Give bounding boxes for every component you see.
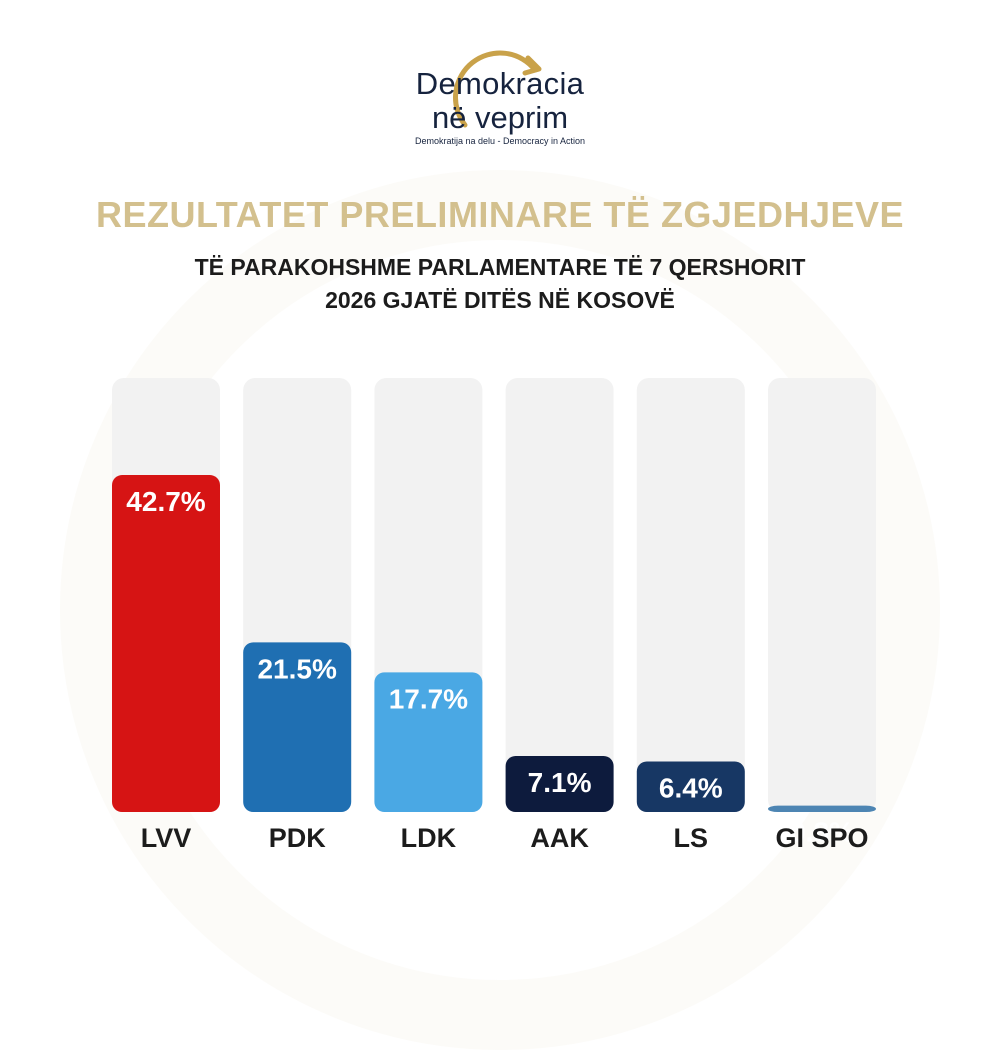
logo-text-line2: në veprim xyxy=(431,100,569,135)
bar-lvv xyxy=(112,475,220,812)
value-label-pdk: 21.5% xyxy=(257,653,336,684)
value-label-ldk: 17.7% xyxy=(389,683,468,714)
logo: Demokracia në veprim Demokratija na delu… xyxy=(0,40,1000,150)
value-label-ls: 6.4% xyxy=(659,772,723,803)
chart-subtitle-line2: 2026 GJATË DITËS NË KOSOVË xyxy=(325,287,675,313)
logo-tagline: Demokratija na delu - Democracy in Actio… xyxy=(414,136,586,146)
bar-track-aak xyxy=(505,378,614,812)
chart-subtitle-line1: TË PARAKOHSHME PARLAMENTARE TË 7 QERSHOR… xyxy=(194,254,806,280)
value-label-lvv: 42.7% xyxy=(126,486,205,517)
category-label-ldk: LDK xyxy=(401,823,457,853)
bar-aak xyxy=(505,755,614,812)
value-label-aak: 7.1% xyxy=(528,767,592,798)
bar-gi-spo xyxy=(768,805,876,812)
category-label-lvv: LVV xyxy=(141,823,192,853)
category-label-aak: AAK xyxy=(530,823,589,853)
category-label-gi-spo: GI SPO xyxy=(775,823,868,853)
chart-title: REZULTATET PRELIMINARE TË ZGJEDHJEVE xyxy=(95,194,905,235)
bar-track-ls xyxy=(636,378,745,812)
logo-swirl-icon xyxy=(453,50,542,128)
bar-chart: 42.7% LVV 21.5% PDK 17.7% LDK 7.1% AAK 6.4% LS 0.8… xyxy=(112,378,876,853)
category-label-ls: LS xyxy=(674,823,709,853)
value-label-gi-spo: 0.8% xyxy=(790,817,854,848)
bar-pdk xyxy=(243,642,352,812)
bar-ls xyxy=(636,761,745,812)
bar-ldk xyxy=(374,672,483,812)
bar-track-gi-spo xyxy=(768,378,876,812)
logo-text-line1: Demokracia xyxy=(415,66,585,101)
category-label-pdk: PDK xyxy=(269,823,327,853)
